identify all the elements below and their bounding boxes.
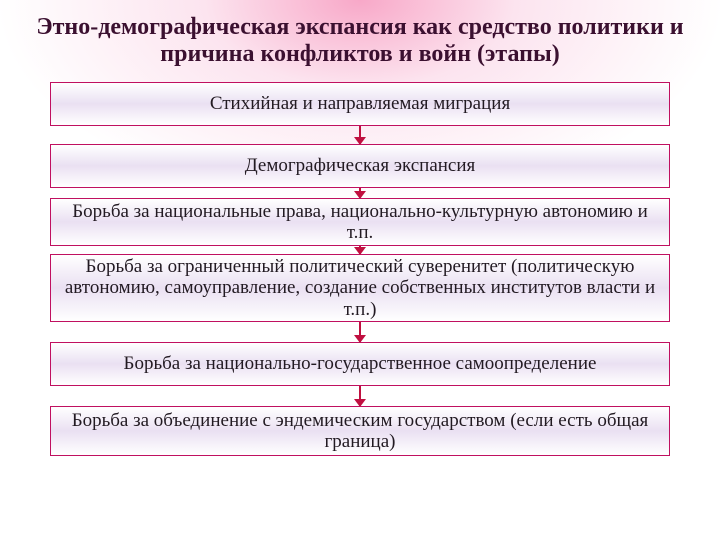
stages-column: Стихийная и направляемая миграция Демогра… — [36, 82, 684, 456]
stage-box: Борьба за национально-государственное са… — [50, 342, 670, 386]
down-arrow-icon — [359, 386, 361, 406]
slide-title: Этно-демографическая экспансия как средс… — [36, 14, 684, 68]
down-arrow-icon — [359, 322, 361, 342]
stage-box: Борьба за объединение с эндемическим гос… — [50, 406, 670, 456]
stage-box: Борьба за ограниченный политический суве… — [50, 254, 670, 322]
stage-box: Стихийная и направляемая миграция — [50, 82, 670, 126]
down-arrow-icon — [359, 188, 361, 198]
down-arrow-icon — [359, 246, 361, 254]
stage-box: Борьба за национальные права, национальн… — [50, 198, 670, 246]
down-arrow-icon — [359, 126, 361, 144]
stage-box: Демографическая экспансия — [50, 144, 670, 188]
slide: Этно-демографическая экспансия как средс… — [0, 0, 720, 540]
